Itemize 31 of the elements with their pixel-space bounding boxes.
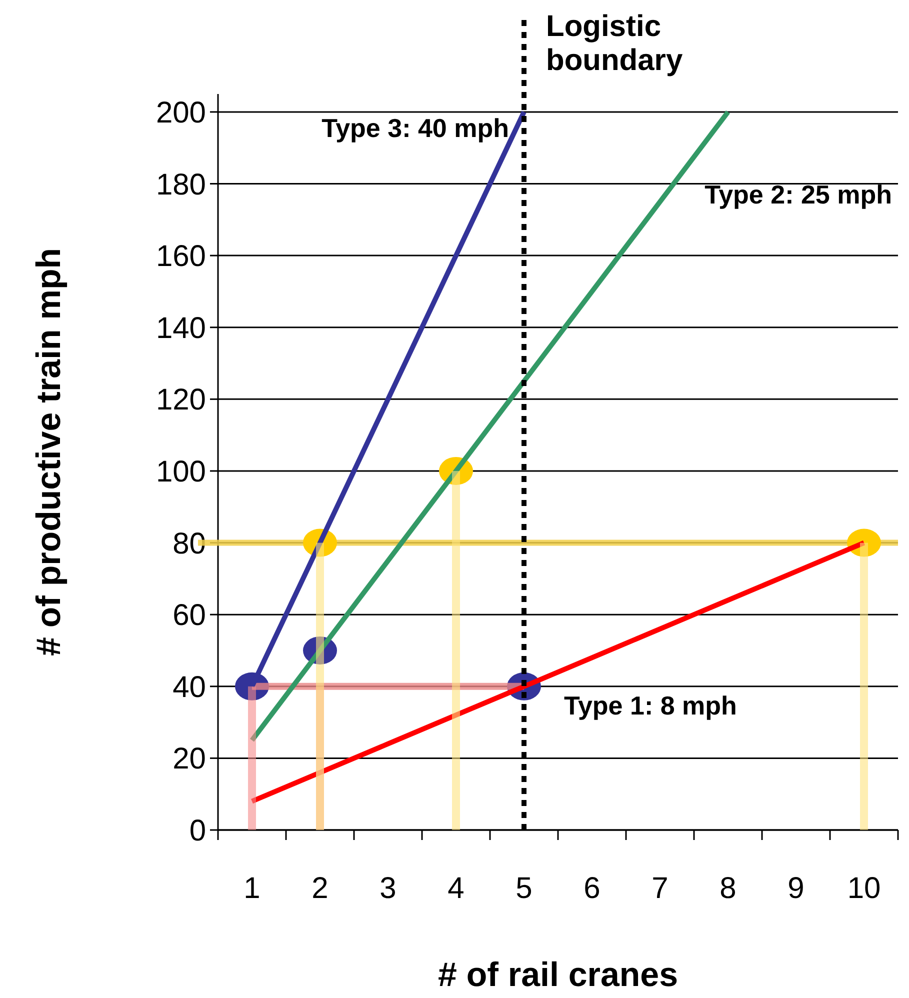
x-tick-label: 5 bbox=[516, 872, 532, 905]
series-label: Type 3: 40 mph bbox=[322, 112, 509, 143]
y-tick-label: 60 bbox=[172, 599, 206, 632]
y-axis-title: # of productive train mph bbox=[30, 248, 68, 656]
x-tick-label: 1 bbox=[244, 872, 260, 905]
bar bbox=[316, 542, 324, 830]
x-tick-label: 8 bbox=[720, 872, 736, 905]
y-tick-label: 180 bbox=[156, 168, 206, 202]
bar bbox=[452, 470, 460, 830]
x-tick-label: 4 bbox=[448, 872, 464, 905]
series-label: Type 2: 25 mph bbox=[704, 180, 892, 210]
y-tick-label: 160 bbox=[156, 240, 206, 274]
y-tick-label: 0 bbox=[189, 814, 206, 848]
y-tick-label: 80 bbox=[172, 527, 206, 560]
y-tick-label: 200 bbox=[156, 96, 206, 130]
x-axis-title: # of rail cranes bbox=[438, 956, 678, 994]
x-tick-label: 7 bbox=[652, 872, 668, 905]
bar bbox=[248, 686, 256, 830]
series-label: Type 1: 8 mph bbox=[564, 690, 737, 720]
x-tick-label: 3 bbox=[380, 872, 396, 905]
y-tick-label: 120 bbox=[156, 384, 206, 417]
bar bbox=[860, 542, 868, 830]
y-tick-label: 20 bbox=[172, 742, 206, 776]
x-tick-label: 6 bbox=[584, 872, 600, 905]
x-tick-label: 10 bbox=[847, 872, 881, 905]
x-tick-label: 2 bbox=[312, 872, 328, 905]
y-tick-label: 100 bbox=[156, 455, 206, 488]
y-tick-label: 40 bbox=[172, 670, 206, 704]
x-tick-label: 9 bbox=[788, 872, 804, 905]
y-tick-label: 140 bbox=[156, 312, 206, 345]
ref-line-label: Logistic boundary bbox=[546, 10, 683, 77]
